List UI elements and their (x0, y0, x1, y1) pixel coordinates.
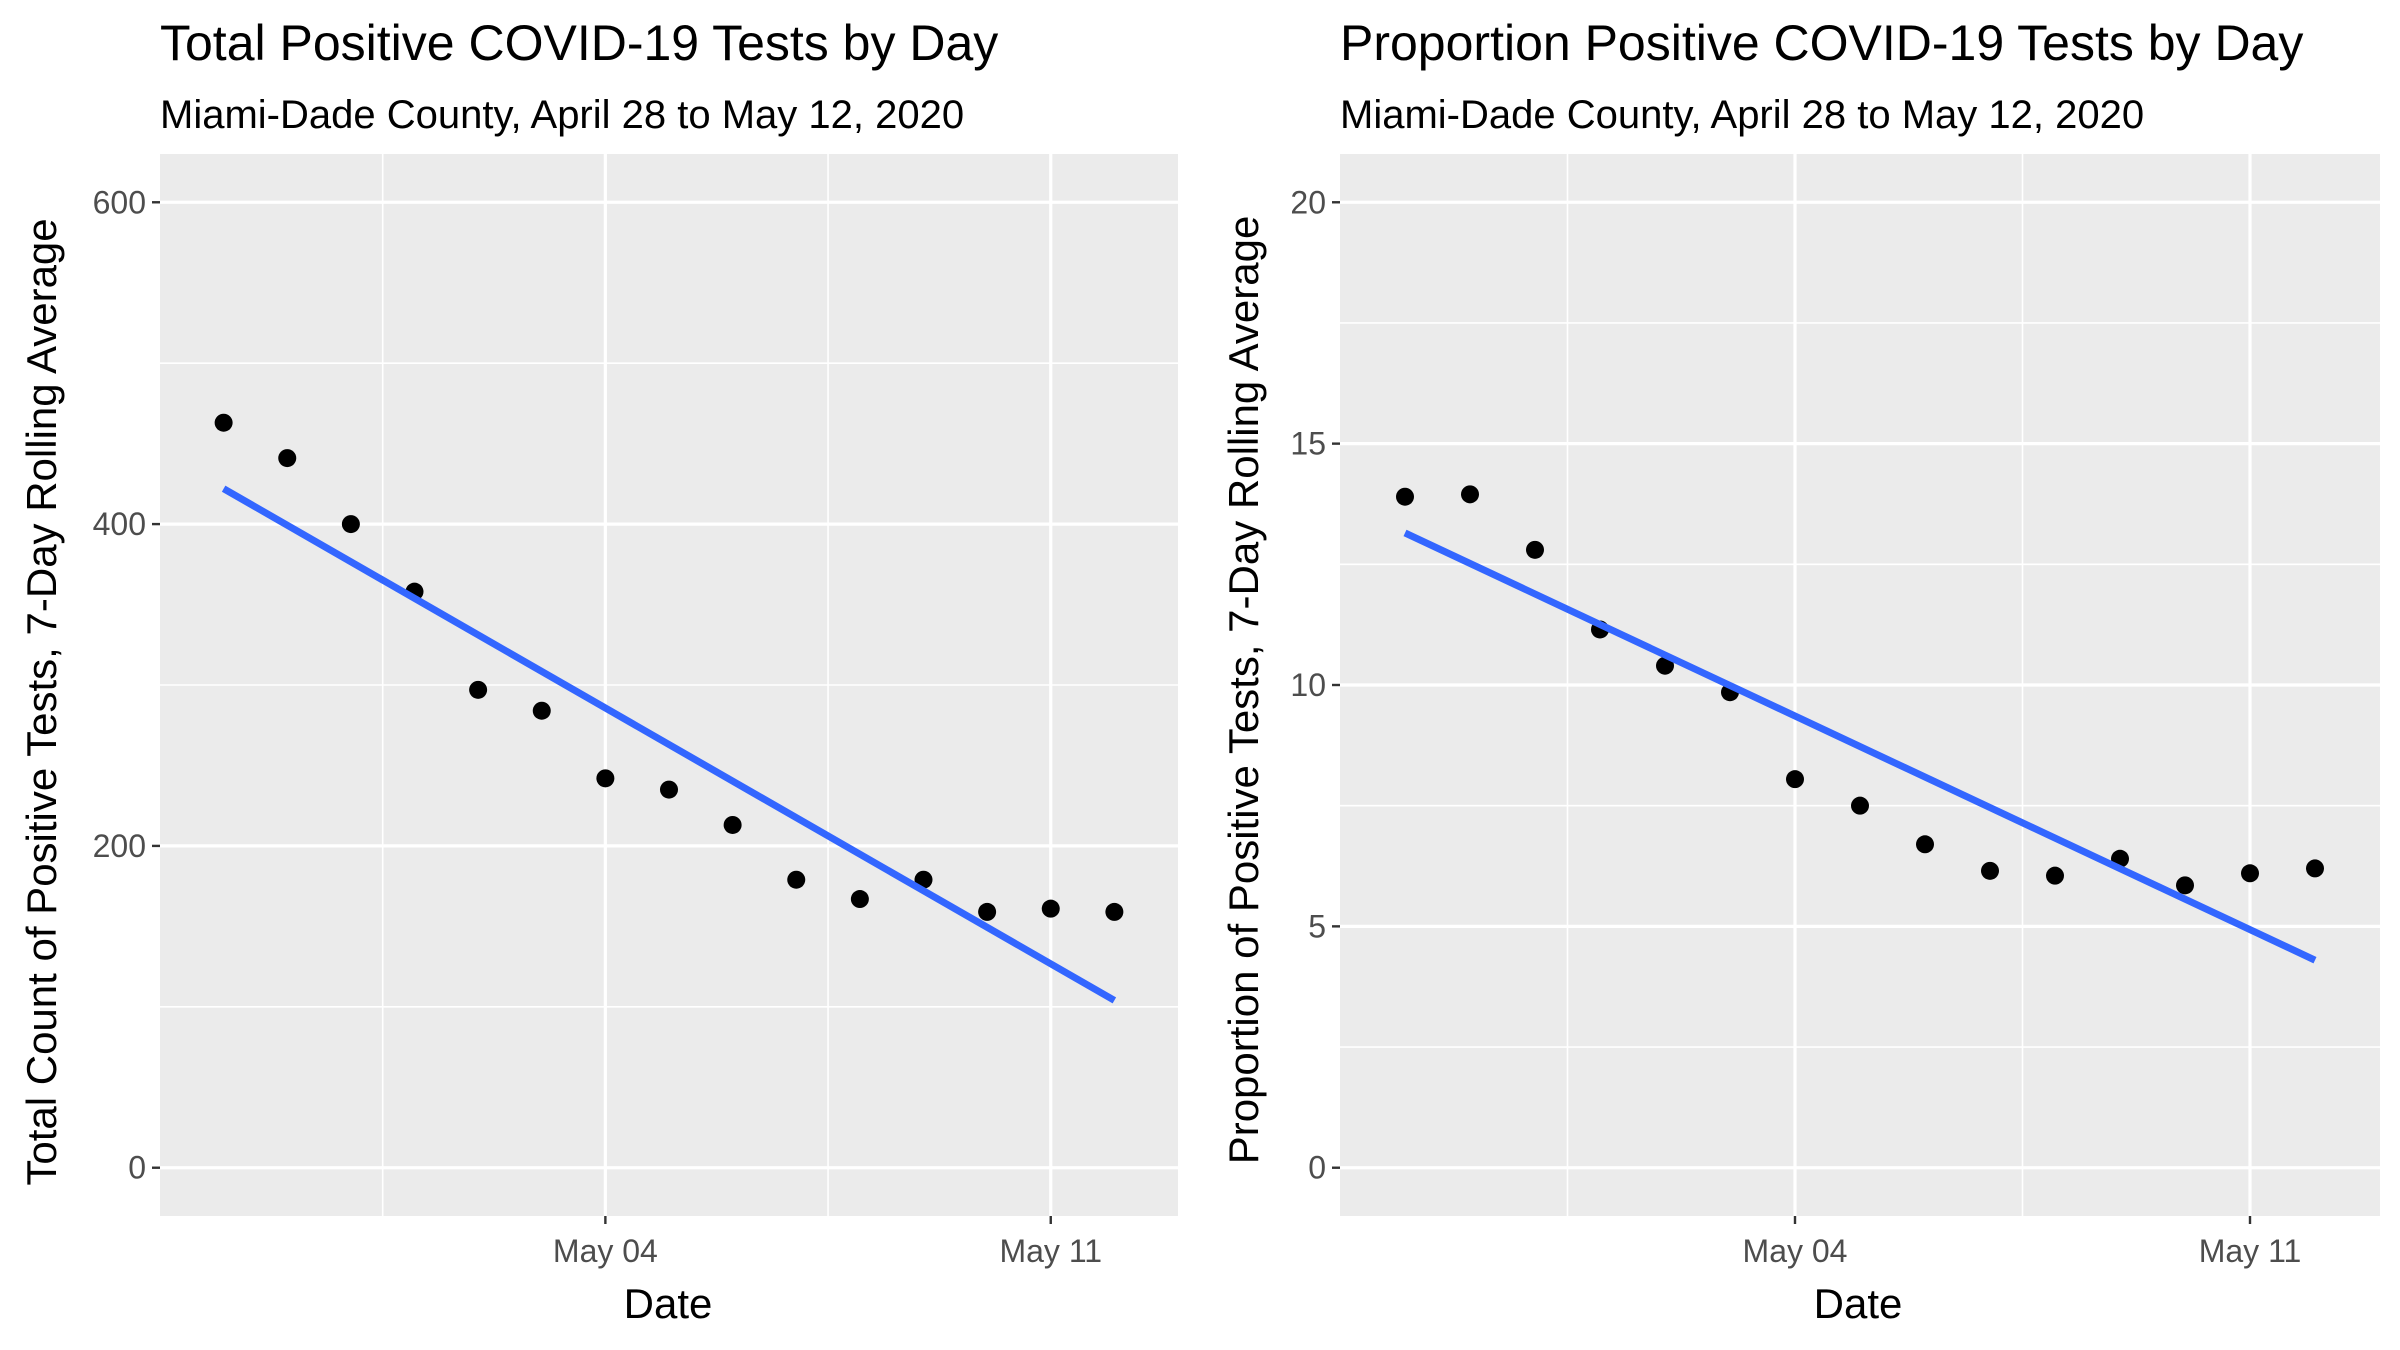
right-y-axis-title: Proportion of Positive Tests, 7-Day Roll… (1220, 216, 1267, 1165)
right-data-point (2176, 876, 2194, 895)
left-chart: Total Positive COVID-19 Tests by Day Mia… (18, 15, 1178, 1327)
left-chart-title: Total Positive COVID-19 Tests by Day (160, 15, 998, 71)
right-y-tick-label: 15 (1290, 426, 1326, 462)
right-data-point (2306, 859, 2324, 878)
left-data-point (214, 413, 233, 432)
left-data-point (660, 780, 678, 799)
left-y-tick-label: 400 (93, 506, 146, 542)
right-data-point (1981, 861, 1999, 880)
right-data-point (1396, 487, 1414, 506)
left-y-tick-label: 600 (93, 184, 146, 220)
right-data-point (1851, 796, 1869, 815)
left-data-point (596, 769, 615, 788)
left-x-tick-label: May 04 (553, 1233, 658, 1269)
right-chart-subtitle: Miami-Dade County, April 28 to May 12, 2… (1340, 93, 2144, 137)
right-y-tick-label: 10 (1290, 667, 1326, 703)
right-y-tick-label: 5 (1308, 908, 1326, 944)
right-x-axis-title: Date (1814, 1280, 1903, 1327)
right-data-point (1656, 656, 1674, 675)
left-trend-line (221, 485, 1117, 1004)
left-data-point (723, 815, 742, 834)
right-y-tick-label: 20 (1290, 184, 1326, 220)
left-data-point (787, 870, 806, 889)
right-data-point (1461, 485, 1479, 504)
left-x-axis-title: Date (624, 1280, 713, 1327)
left-y-tick-label: 0 (128, 1150, 146, 1186)
left-data-point (469, 680, 488, 699)
right-data-point (1786, 770, 1804, 789)
left-data-point (341, 515, 360, 534)
left-data-point (1105, 902, 1124, 921)
right-data-point (2241, 864, 2259, 883)
left-chart-subtitle: Miami-Dade County, April 28 to May 12, 2… (160, 93, 964, 137)
right-trend-line (1403, 529, 2317, 964)
left-data-point (278, 449, 297, 468)
left-plot-panel: 0 200 400 600 May 04 May 11 (93, 154, 1178, 1269)
left-data-point (850, 890, 869, 909)
left-y-axis-title: Total Count of Positive Tests, 7-Day Rol… (18, 218, 65, 1185)
right-y-tick-label: 0 (1308, 1150, 1326, 1186)
left-x-tick-label: May 11 (999, 1233, 1102, 1269)
left-data-point (532, 701, 551, 720)
right-chart: Proportion Positive COVID-19 Tests by Da… (1220, 15, 2380, 1327)
right-data-point (2046, 866, 2064, 885)
left-data-point (978, 902, 997, 921)
left-data-point (1041, 899, 1060, 918)
right-x-tick-label: May 04 (1743, 1233, 1848, 1269)
left-y-tick-label: 200 (93, 828, 146, 864)
right-data-point (1526, 540, 1544, 559)
right-chart-title: Proportion Positive COVID-19 Tests by Da… (1340, 15, 2303, 71)
right-x-tick-label: May 11 (2199, 1233, 2302, 1269)
right-plot-panel: 0 5 10 15 20 May 04 May 11 (1290, 154, 2380, 1269)
right-data-point (1916, 835, 1934, 854)
